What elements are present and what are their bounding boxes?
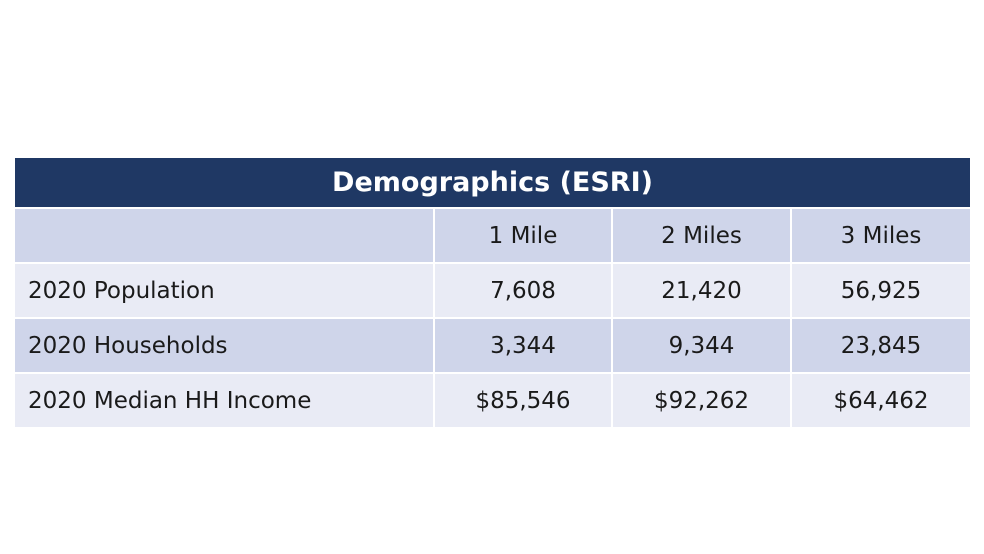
cell-households-1-mile: 3,344 xyxy=(434,318,612,373)
row-label-median-income: 2020 Median HH Income xyxy=(15,373,434,428)
header-row: 1 Mile 2 Miles 3 Miles xyxy=(15,208,970,263)
table-row: 2020 Households 3,344 9,344 23,845 xyxy=(15,318,970,373)
header-2-miles: 2 Miles xyxy=(612,208,791,263)
table-title: Demographics (ESRI) xyxy=(15,158,970,208)
table-row: 2020 Median HH Income $85,546 $92,262 $6… xyxy=(15,373,970,428)
cell-households-3-miles: 23,845 xyxy=(791,318,970,373)
header-empty-cell xyxy=(15,208,434,263)
header-1-mile: 1 Mile xyxy=(434,208,612,263)
row-label-population: 2020 Population xyxy=(15,263,434,318)
demographics-table: Demographics (ESRI) 1 Mile 2 Miles 3 Mil… xyxy=(15,158,970,429)
cell-income-3-miles: $64,462 xyxy=(791,373,970,428)
table-row: 2020 Population 7,608 21,420 56,925 xyxy=(15,263,970,318)
row-label-households: 2020 Households xyxy=(15,318,434,373)
header-3-miles: 3 Miles xyxy=(791,208,970,263)
cell-income-1-mile: $85,546 xyxy=(434,373,612,428)
cell-households-2-miles: 9,344 xyxy=(612,318,791,373)
cell-income-2-miles: $92,262 xyxy=(612,373,791,428)
cell-population-3-miles: 56,925 xyxy=(791,263,970,318)
table-title-row: Demographics (ESRI) xyxy=(15,158,970,208)
cell-population-1-mile: 7,608 xyxy=(434,263,612,318)
cell-population-2-miles: 21,420 xyxy=(612,263,791,318)
